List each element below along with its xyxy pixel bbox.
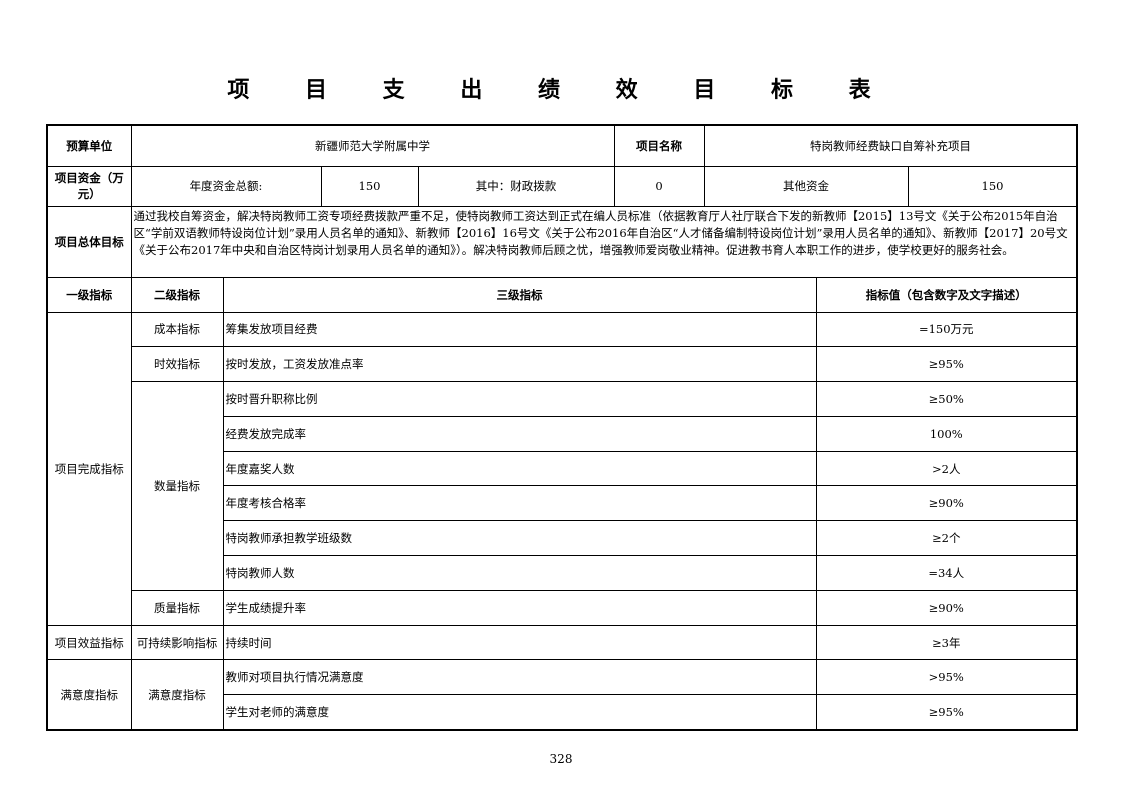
level3-indicator: 教师对项目执行情况满意度 (222, 659, 817, 696)
level3-indicator: 经费发放完成率 (222, 415, 817, 452)
annual-total: 150 (320, 165, 419, 207)
indicator-value: 100% (815, 415, 1078, 452)
indicator-value: >2人 (815, 450, 1078, 487)
level2-indicator: 数量指标 (130, 381, 224, 591)
table-row: 特岗教师人数 =34人 (47, 555, 1078, 591)
indicator-value: =34人 (815, 555, 1078, 591)
indicator-value: ≥90% (815, 589, 1078, 626)
indicator-value: >95% (815, 659, 1078, 696)
table-row: 数量指标 按时晋升职称比例 ≥50% (47, 381, 1078, 591)
fiscal: 0 (613, 165, 705, 207)
other-label: 其他资金 (703, 165, 909, 207)
col-l1: 一级指标 (46, 276, 132, 313)
goal-text: 通过我校自筹资金，解决特岗教师工资专项经费拨款严重不足，使特岗教师工资达到正式在… (130, 205, 1078, 278)
table-row: 年度嘉奖人数 >2人 (47, 450, 1078, 487)
indicator-value: ≥90% (815, 485, 1078, 522)
goal-label: 项目总体目标 (46, 205, 132, 278)
level3-indicator: 特岗教师承担教学班级数 (222, 520, 817, 557)
performance-table: 预算单位 新疆师范大学附属中学 项目名称 特岗教师经费缺口自筹补充项目 项目资金… (46, 124, 1079, 731)
level1-indicator: 项目完成指标 (46, 311, 132, 626)
table-row: 经费发放完成率 100% (47, 415, 1078, 452)
budget-unit-label: 预算单位 (46, 124, 132, 167)
indicator-value: ≥2个 (815, 520, 1078, 557)
level3-indicator: 按时晋升职称比例 (222, 381, 817, 417)
indicator-value: ≥50% (815, 381, 1078, 417)
table-row: 特岗教师承担教学班级数 ≥2个 (47, 520, 1078, 557)
table-row: 满意度指标 满意度指标 教师对项目执行情况满意度 >95% (46, 659, 1078, 731)
table-row: 项目完成指标 成本指标 筹集发放项目经费 =150万元 (46, 311, 1078, 626)
level2-indicator: 质量指标 (130, 589, 224, 626)
project-name-label: 项目名称 (613, 124, 705, 167)
level3-indicator: 年度嘉奖人数 (222, 450, 817, 487)
indicator-value: ≥3年 (815, 624, 1078, 661)
funds-label: 项目资金（万元） (46, 165, 132, 207)
annual-total-label: 年度资金总额: (130, 165, 322, 207)
level3-indicator: 学生成绩提升率 (222, 589, 817, 626)
level2-indicator: 满意度指标 (130, 659, 224, 731)
page-number: 328 (549, 752, 573, 766)
project-name: 特岗教师经费缺口自筹补充项目 (703, 124, 1078, 167)
table-row: 项目效益指标 可持续影响指标 持续时间 ≥3年 (46, 624, 1078, 661)
col-value: 指标值（包含数字及文字描述） (815, 276, 1078, 313)
level3-indicator: 筹集发放项目经费 (222, 311, 817, 348)
other: 150 (907, 165, 1078, 207)
level3-indicator: 按时发放，工资发放准点率 (222, 346, 817, 383)
col-l3: 三级指标 (222, 276, 817, 313)
fiscal-label: 其中：财政拨款 (417, 165, 615, 207)
level2-indicator: 成本指标 (130, 311, 224, 348)
table-row: 时效指标 按时发放，工资发放准点率 ≥95% (47, 346, 1078, 383)
level3-indicator: 年度考核合格率 (222, 485, 817, 522)
budget-unit: 新疆师范大学附属中学 (130, 124, 615, 167)
level3-indicator: 持续时间 (222, 624, 817, 661)
level3-indicator: 学生对老师的满意度 (222, 694, 817, 731)
table-row: 质量指标 学生成绩提升率 ≥90% (47, 589, 1078, 626)
level1-indicator: 满意度指标 (46, 659, 132, 731)
level3-indicator: 特岗教师人数 (222, 555, 817, 591)
indicator-value: ≥95% (815, 694, 1078, 731)
table-row: 年度考核合格率 ≥90% (47, 485, 1078, 522)
col-l2: 二级指标 (130, 276, 224, 313)
indicator-value: ≥95% (815, 346, 1078, 383)
page-title: 项 目 支 出 绩 效 目 标 表 (227, 78, 895, 103)
table-row: 学生对老师的满意度 ≥95% (47, 694, 1078, 731)
indicator-value: =150万元 (815, 311, 1078, 348)
level1-indicator: 项目效益指标 (46, 624, 132, 661)
level2-indicator: 时效指标 (130, 346, 224, 383)
level2-indicator: 可持续影响指标 (130, 624, 224, 661)
